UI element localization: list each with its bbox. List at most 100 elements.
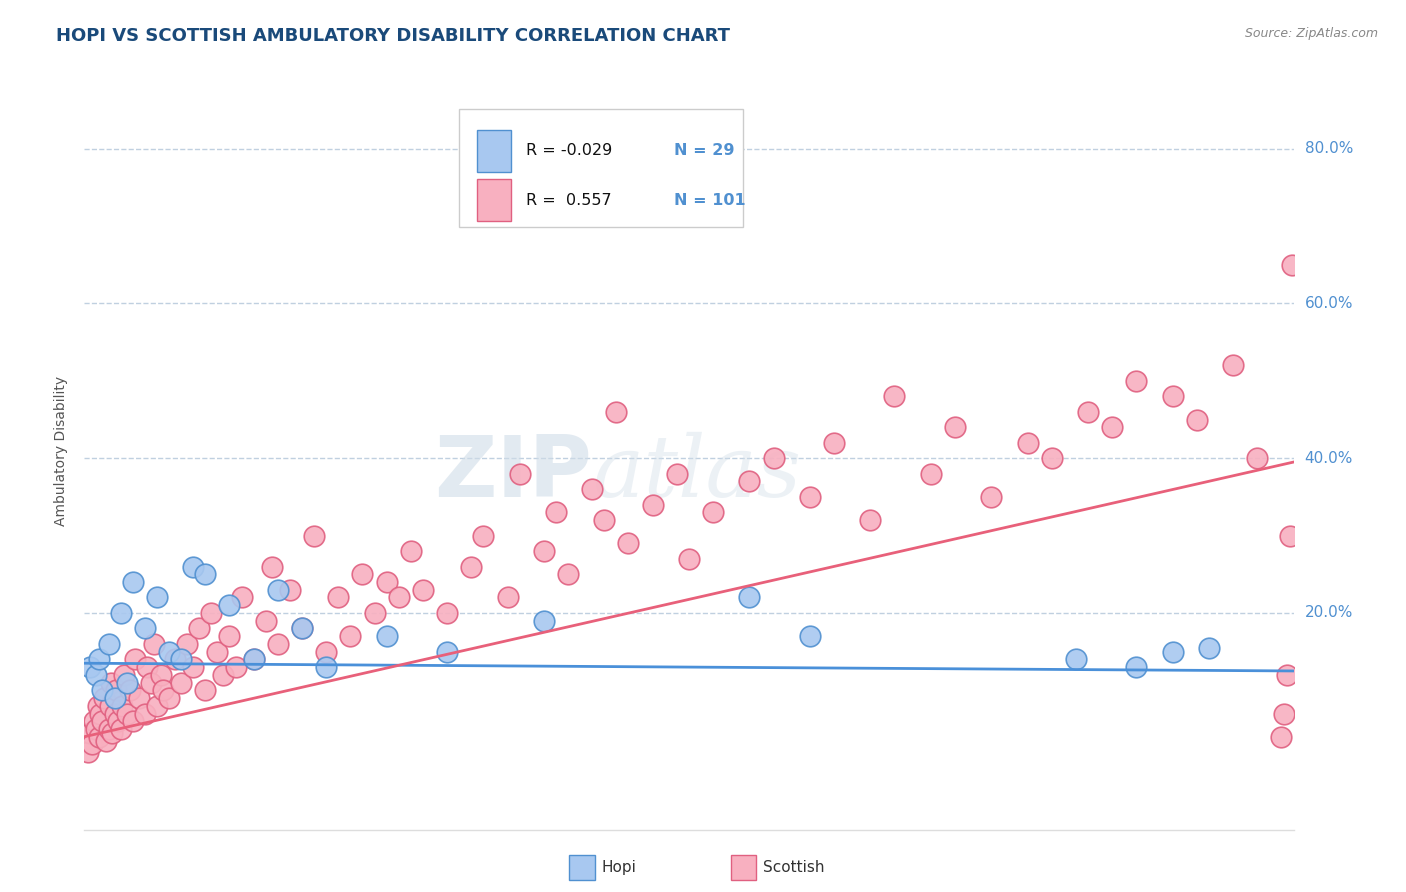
Point xyxy=(399,544,422,558)
Point xyxy=(207,645,229,659)
Point xyxy=(134,621,156,635)
Point xyxy=(212,668,235,682)
Point xyxy=(352,567,374,582)
Point xyxy=(641,498,664,512)
Point xyxy=(124,652,146,666)
Point xyxy=(1161,389,1184,403)
Point xyxy=(738,591,761,605)
Point xyxy=(86,722,108,736)
FancyBboxPatch shape xyxy=(478,130,512,172)
Point xyxy=(883,389,905,403)
Point xyxy=(605,405,627,419)
Point xyxy=(121,574,143,589)
Point xyxy=(617,536,640,550)
Point xyxy=(1064,652,1087,666)
Point xyxy=(943,420,966,434)
Point xyxy=(302,528,325,542)
Point xyxy=(557,567,579,582)
Text: 40.0%: 40.0% xyxy=(1305,450,1353,466)
Point xyxy=(823,435,845,450)
Point xyxy=(339,629,361,643)
Text: Hopi: Hopi xyxy=(602,860,637,874)
Point xyxy=(143,637,166,651)
Point xyxy=(328,591,350,605)
Text: atlas: atlas xyxy=(592,432,801,515)
Point xyxy=(80,738,103,752)
Point xyxy=(218,629,240,643)
Point xyxy=(1272,706,1295,721)
FancyBboxPatch shape xyxy=(460,110,744,227)
Point xyxy=(181,660,204,674)
Point xyxy=(315,645,337,659)
Y-axis label: Ambulatory Disability: Ambulatory Disability xyxy=(55,376,69,525)
Point xyxy=(115,706,138,721)
Point xyxy=(112,668,135,682)
Point xyxy=(157,645,180,659)
Point xyxy=(254,614,277,628)
Point xyxy=(799,629,821,643)
Point xyxy=(149,668,172,682)
Point xyxy=(436,645,458,659)
FancyBboxPatch shape xyxy=(478,179,512,221)
Point xyxy=(170,652,193,666)
Point xyxy=(97,637,120,651)
Point xyxy=(375,629,398,643)
Point xyxy=(93,691,115,706)
Point xyxy=(388,591,411,605)
Point xyxy=(544,505,567,519)
Point xyxy=(194,683,217,698)
Point xyxy=(1246,451,1268,466)
Point xyxy=(79,660,101,674)
Point xyxy=(231,591,253,605)
Point xyxy=(460,559,482,574)
Point xyxy=(83,714,105,729)
Point xyxy=(136,660,159,674)
Point xyxy=(152,683,174,698)
Point xyxy=(278,582,301,597)
Point xyxy=(104,683,127,698)
Point xyxy=(89,706,111,721)
Point xyxy=(267,582,290,597)
Point xyxy=(87,652,110,666)
Point xyxy=(1017,435,1039,450)
Point xyxy=(139,675,162,690)
Point xyxy=(101,726,124,740)
Point xyxy=(1198,640,1220,655)
Text: Source: ZipAtlas.com: Source: ZipAtlas.com xyxy=(1244,27,1378,40)
Point xyxy=(472,528,495,542)
Point xyxy=(1278,528,1301,542)
Point xyxy=(291,621,314,635)
Text: ZIP: ZIP xyxy=(434,432,592,515)
Point xyxy=(375,574,398,589)
Point xyxy=(87,730,110,744)
Point xyxy=(86,668,108,682)
Point xyxy=(242,652,264,666)
Point xyxy=(115,675,138,690)
Point xyxy=(593,513,616,527)
Point xyxy=(1277,668,1299,682)
Point xyxy=(94,733,117,747)
Point xyxy=(86,698,108,713)
Point xyxy=(1185,412,1208,426)
Point xyxy=(436,606,458,620)
Point xyxy=(157,691,180,706)
Point xyxy=(194,567,217,582)
Point xyxy=(225,660,247,674)
Point xyxy=(79,726,101,740)
Point xyxy=(170,675,193,690)
Point xyxy=(104,706,127,721)
Point xyxy=(110,606,132,620)
Point xyxy=(267,637,290,651)
Point xyxy=(200,606,222,620)
Point xyxy=(533,544,555,558)
Point xyxy=(165,652,187,666)
Point xyxy=(121,714,143,729)
Point xyxy=(1077,405,1099,419)
Point xyxy=(120,683,142,698)
Point xyxy=(104,691,127,706)
Text: 20.0%: 20.0% xyxy=(1305,606,1353,621)
Point xyxy=(128,691,150,706)
Point xyxy=(762,451,785,466)
Text: R =  0.557: R = 0.557 xyxy=(526,193,612,208)
Point xyxy=(1222,359,1244,373)
